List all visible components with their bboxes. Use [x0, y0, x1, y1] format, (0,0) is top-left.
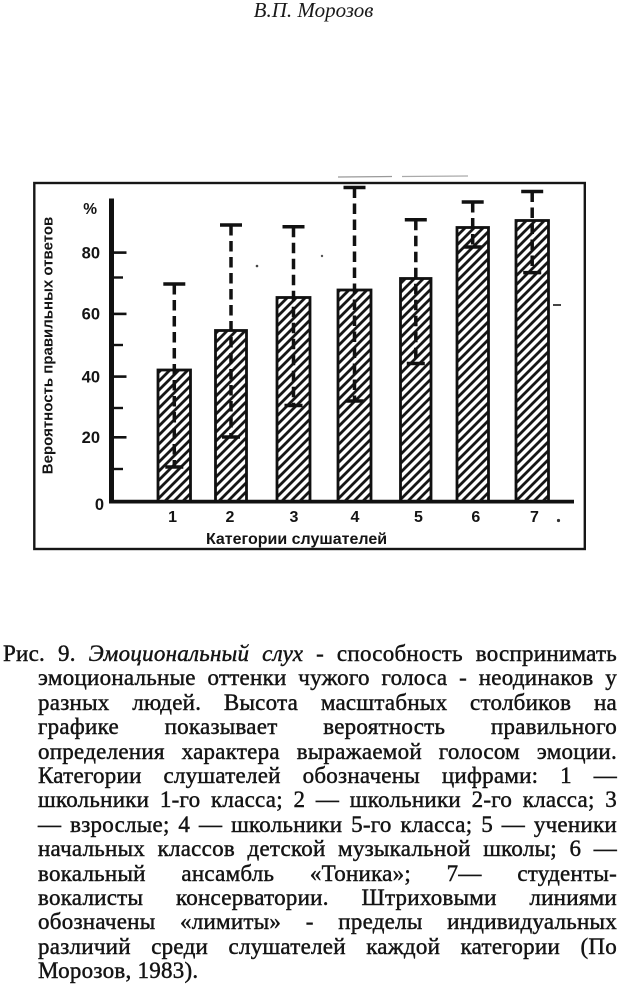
svg-text:5: 5	[414, 509, 423, 526]
svg-text:4: 4	[351, 509, 360, 526]
svg-text:6: 6	[471, 509, 480, 526]
svg-text:80: 80	[82, 244, 100, 262]
svg-text:40: 40	[82, 368, 100, 386]
svg-text:60: 60	[82, 306, 100, 324]
svg-text:20: 20	[82, 429, 100, 447]
svg-text:3: 3	[290, 509, 299, 526]
svg-text:0: 0	[95, 496, 104, 514]
svg-text:2: 2	[226, 509, 235, 526]
svg-text:Вероятность правильных ответов: Вероятность правильных ответов	[40, 217, 57, 474]
svg-text:%: %	[83, 201, 97, 218]
svg-text:Категории слушателей: Категории слушателей	[206, 531, 387, 548]
svg-text:1: 1	[168, 509, 177, 526]
svg-text:7: 7	[530, 509, 539, 526]
